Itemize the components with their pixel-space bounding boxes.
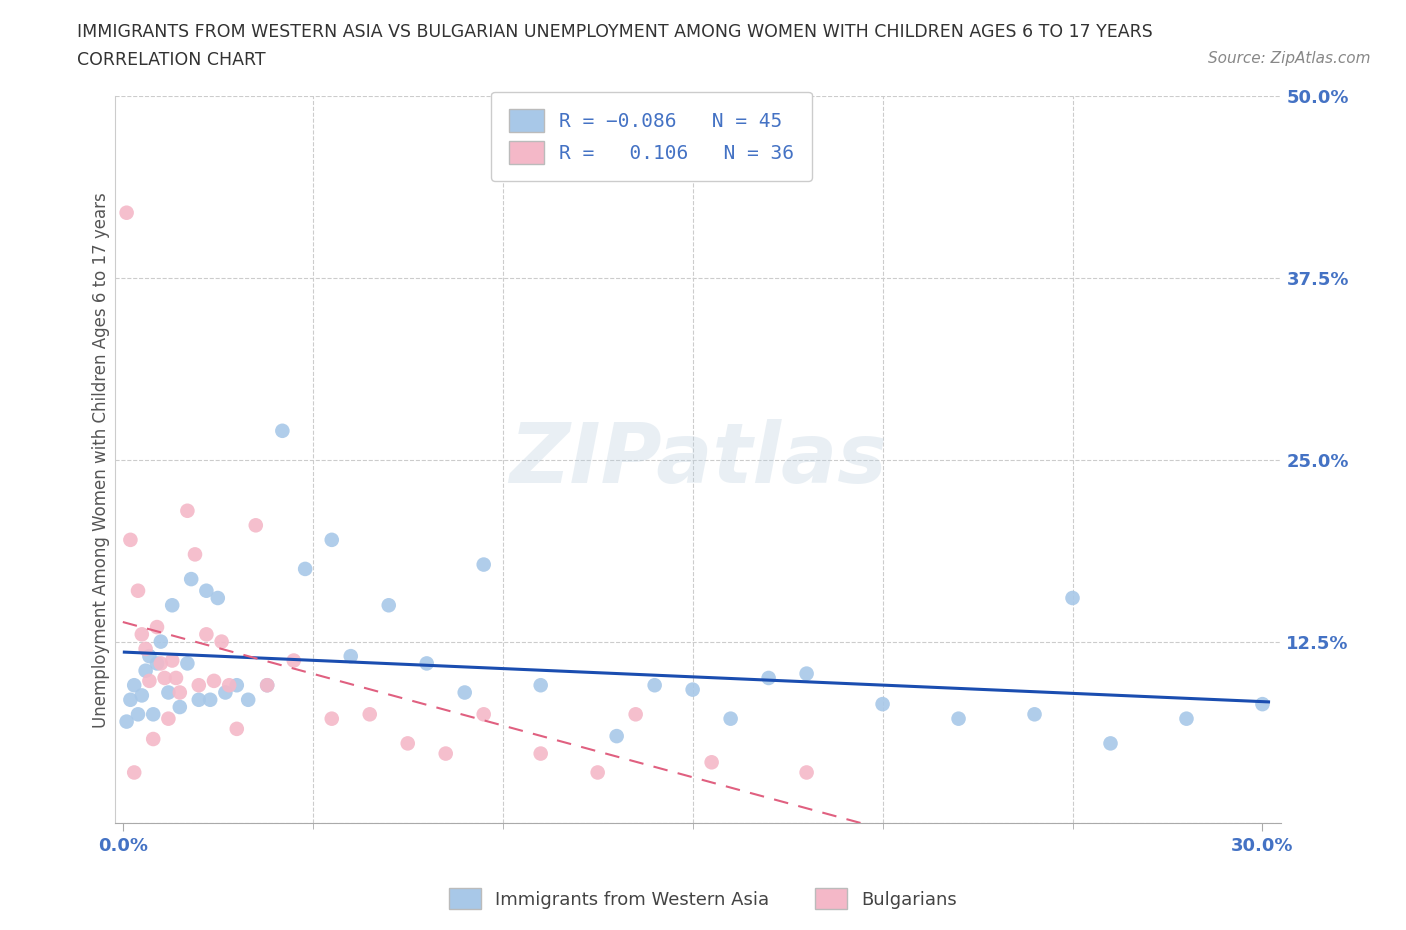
Legend: Immigrants from Western Asia, Bulgarians: Immigrants from Western Asia, Bulgarians <box>441 881 965 916</box>
Point <box>796 666 818 681</box>
Point <box>948 711 970 726</box>
Point <box>530 678 553 693</box>
Point <box>1099 736 1122 751</box>
Point <box>153 671 176 685</box>
Point <box>207 591 229 605</box>
Point <box>120 692 142 707</box>
Point <box>122 678 145 693</box>
Point <box>396 736 419 751</box>
Point <box>169 685 191 700</box>
Point <box>416 656 439 671</box>
Point <box>131 688 153 703</box>
Point <box>157 711 180 726</box>
Point <box>214 685 236 700</box>
Point <box>160 653 183 668</box>
Point <box>700 755 723 770</box>
Point <box>1251 697 1274 711</box>
Point <box>146 656 169 671</box>
Point <box>115 206 138 220</box>
Point <box>146 619 169 634</box>
Point <box>294 562 316 577</box>
Point <box>796 765 818 780</box>
Point <box>238 692 260 707</box>
Point <box>1062 591 1084 605</box>
Point <box>176 656 198 671</box>
Point <box>339 649 361 664</box>
Point <box>682 683 704 698</box>
Point <box>165 671 187 685</box>
Point <box>149 634 172 649</box>
Point <box>256 678 278 693</box>
Point <box>122 765 145 780</box>
Point <box>245 518 267 533</box>
Point <box>271 423 294 438</box>
Point <box>1024 707 1046 722</box>
Point <box>434 746 457 761</box>
Point <box>131 627 153 642</box>
Point <box>225 722 247 737</box>
Point <box>180 572 202 587</box>
Point <box>586 765 609 780</box>
Point <box>120 532 142 547</box>
Point <box>135 642 157 657</box>
Point <box>454 685 477 700</box>
Point <box>225 678 247 693</box>
Point <box>606 729 628 744</box>
Point <box>157 685 180 700</box>
Point <box>195 583 218 598</box>
Point <box>195 627 218 642</box>
Point <box>720 711 742 726</box>
Point <box>377 598 399 613</box>
Point <box>256 678 278 693</box>
Point <box>127 707 149 722</box>
Point <box>202 673 225 688</box>
Point <box>149 656 172 671</box>
Text: CORRELATION CHART: CORRELATION CHART <box>77 51 266 69</box>
Point <box>211 634 233 649</box>
Text: IMMIGRANTS FROM WESTERN ASIA VS BULGARIAN UNEMPLOYMENT AMONG WOMEN WITH CHILDREN: IMMIGRANTS FROM WESTERN ASIA VS BULGARIA… <box>77 23 1153 41</box>
Point <box>184 547 207 562</box>
Point <box>142 707 165 722</box>
Point <box>359 707 381 722</box>
Point <box>758 671 780 685</box>
Point <box>187 678 209 693</box>
Point <box>160 598 183 613</box>
Point <box>127 583 149 598</box>
Point <box>530 746 553 761</box>
Y-axis label: Unemployment Among Women with Children Ages 6 to 17 years: Unemployment Among Women with Children A… <box>93 192 110 728</box>
Point <box>169 699 191 714</box>
Point <box>321 711 343 726</box>
Point <box>142 732 165 747</box>
Point <box>872 697 894 711</box>
Point <box>321 532 343 547</box>
Point <box>138 649 160 664</box>
Point <box>198 692 221 707</box>
Text: Source: ZipAtlas.com: Source: ZipAtlas.com <box>1208 51 1371 66</box>
Point <box>138 673 160 688</box>
Legend: R = −0.086   N = 45, R =   0.106   N = 36: R = −0.086 N = 45, R = 0.106 N = 36 <box>492 91 813 181</box>
Point <box>644 678 666 693</box>
Point <box>218 678 240 693</box>
Point <box>283 653 305 668</box>
Point <box>624 707 647 722</box>
Point <box>135 663 157 678</box>
Point <box>1175 711 1198 726</box>
Point <box>472 707 495 722</box>
Point <box>472 557 495 572</box>
Text: ZIPatlas: ZIPatlas <box>509 419 887 500</box>
Point <box>187 692 209 707</box>
Point <box>115 714 138 729</box>
Point <box>176 503 198 518</box>
